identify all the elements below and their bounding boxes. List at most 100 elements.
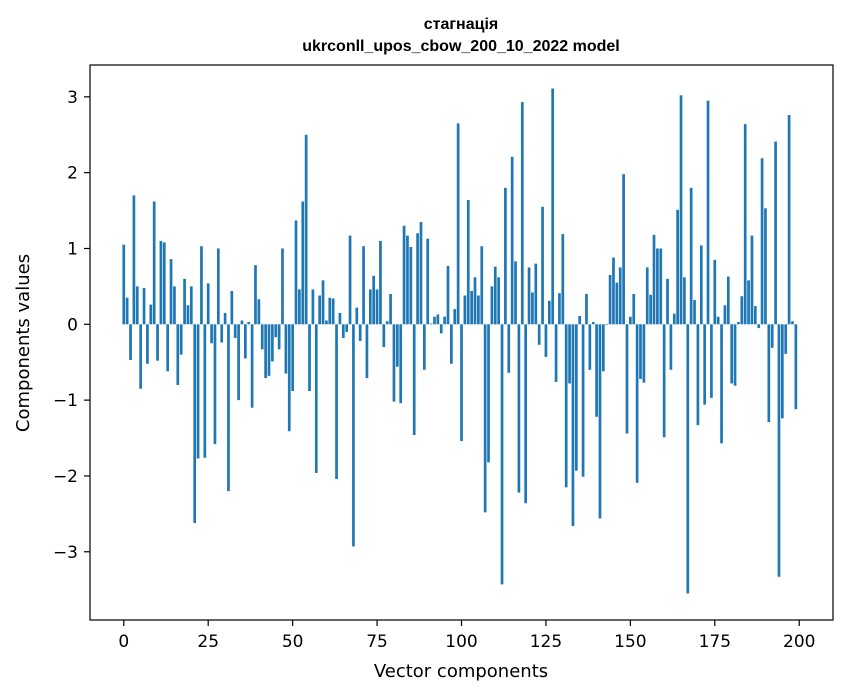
bar-188 (757, 324, 761, 329)
chart-subtitle: ukrconll_upos_cbow_200_10_2022 model (302, 38, 619, 55)
bar-128 (554, 324, 558, 382)
bar-76 (379, 240, 382, 325)
bar-29 (220, 324, 224, 343)
bar-91 (429, 323, 433, 325)
bar-34 (237, 324, 240, 401)
bar-3 (132, 195, 136, 325)
bar-56 (311, 289, 315, 325)
plot-area-frame (89, 64, 834, 621)
bar-64 (338, 312, 342, 325)
bar-137 (585, 293, 588, 325)
bar-71 (362, 246, 365, 325)
y-axis-ticks: −3 −2 −1 0 1 2 3 (53, 88, 90, 563)
bar-18 (183, 278, 186, 325)
bar-63 (335, 324, 338, 479)
bar-101 (463, 295, 467, 325)
bar-15 (173, 286, 176, 325)
bar-153 (639, 324, 642, 379)
bar-89 (422, 324, 426, 370)
bar-37 (247, 322, 251, 325)
bar-35 (240, 320, 244, 325)
bar-31 (227, 324, 230, 492)
bar-7 (146, 324, 149, 364)
bar-95 (443, 316, 446, 325)
x-tick-label: 0 (118, 632, 129, 652)
bar-165 (679, 95, 683, 325)
bar-52 (298, 289, 301, 325)
x-tick-label: 150 (614, 632, 646, 652)
bar-20 (189, 286, 193, 325)
bar-42 (264, 324, 267, 379)
x-tick-label: 100 (445, 632, 477, 652)
bar-133 (571, 324, 575, 526)
bar-57 (314, 324, 318, 473)
bar-194 (777, 324, 781, 577)
bar-143 (605, 324, 609, 325)
bar-103 (470, 290, 473, 325)
bars-group (122, 88, 798, 594)
bar-163 (672, 313, 676, 325)
bar-139 (591, 322, 595, 325)
bar-97 (450, 324, 453, 364)
bar-45 (274, 324, 278, 338)
bar-109 (490, 286, 494, 325)
bar-117 (517, 324, 521, 493)
bar-55 (308, 324, 311, 392)
bar-61 (328, 297, 332, 325)
bar-51 (294, 220, 298, 325)
bar-30 (223, 312, 227, 325)
bar-58 (318, 295, 322, 325)
x-tick-label: 75 (366, 632, 388, 652)
bar-155 (645, 267, 649, 325)
bar-124 (541, 206, 544, 325)
bar-187 (753, 306, 757, 325)
bar-25 (206, 283, 210, 325)
bar-161 (666, 278, 669, 325)
bar-47 (281, 248, 284, 325)
bar-179 (726, 276, 730, 325)
bar-0 (122, 244, 126, 325)
bar-39 (254, 265, 257, 325)
bar-192 (770, 324, 774, 348)
bar-6 (142, 287, 146, 325)
bar-157 (652, 234, 656, 325)
y-tick-label: 3 (67, 88, 78, 108)
bar-126 (547, 300, 551, 325)
y-tick-label: −2 (53, 467, 78, 487)
x-tick-label: 25 (197, 632, 219, 652)
bar-65 (341, 324, 345, 338)
bar-177 (720, 324, 723, 444)
bar-28 (216, 248, 220, 325)
x-tick-label: 125 (530, 632, 562, 652)
bar-196 (784, 324, 788, 354)
bar-90 (426, 238, 430, 325)
bar-170 (696, 324, 700, 426)
bar-118 (520, 102, 524, 325)
bar-46 (277, 324, 281, 350)
bar-8 (149, 304, 153, 325)
bar-171 (699, 245, 703, 325)
bar-27 (213, 324, 217, 445)
bar-149 (625, 324, 629, 434)
bar-159 (659, 248, 663, 325)
bar-4 (135, 286, 139, 325)
bar-115 (510, 156, 514, 325)
bar-169 (693, 300, 696, 325)
bar-80 (392, 324, 396, 402)
bar-26 (210, 324, 213, 344)
bar-81 (395, 324, 399, 367)
bar-142 (601, 324, 605, 372)
bar-98 (453, 309, 457, 325)
bar-78 (385, 321, 389, 325)
bar-53 (301, 201, 305, 325)
bar-114 (507, 324, 511, 373)
x-axis-label: Vector components (374, 661, 548, 682)
bar-105 (477, 295, 480, 325)
bar-32 (230, 290, 234, 325)
bar-100 (460, 324, 463, 442)
bar-93 (436, 314, 440, 325)
bar-193 (774, 141, 777, 325)
bar-150 (629, 316, 632, 325)
bar-62 (331, 298, 335, 325)
bar-123 (537, 324, 541, 345)
